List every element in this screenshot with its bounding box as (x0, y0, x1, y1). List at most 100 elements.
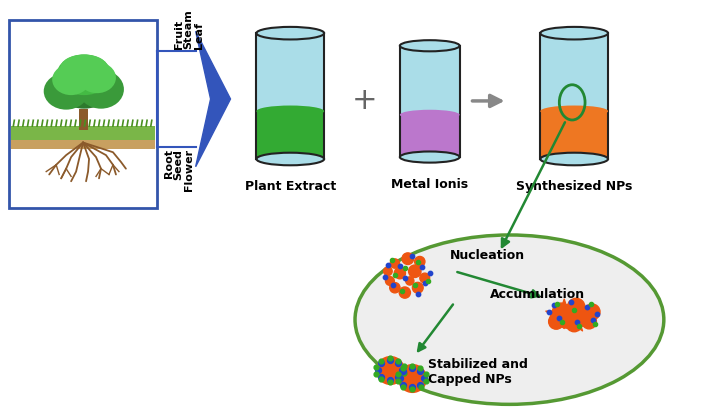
Point (409, 282, 421, 288)
Point (406, 384, 417, 391)
Point (555, 307, 567, 313)
Point (570, 304, 582, 311)
Point (589, 320, 601, 327)
Point (554, 318, 565, 325)
Point (565, 316, 577, 323)
Point (384, 278, 396, 284)
Text: Root: Root (164, 150, 174, 178)
Point (586, 301, 597, 308)
Point (384, 378, 396, 385)
Point (550, 318, 562, 325)
Point (375, 376, 387, 383)
Bar (256, 111, 324, 159)
Point (583, 313, 595, 320)
Point (384, 376, 396, 383)
Ellipse shape (53, 60, 115, 109)
Point (571, 318, 583, 325)
Point (406, 375, 417, 381)
Text: Nucleation: Nucleation (450, 249, 525, 262)
Point (581, 304, 593, 311)
Point (412, 285, 424, 291)
Point (370, 363, 381, 370)
Ellipse shape (52, 64, 90, 95)
Point (568, 307, 580, 313)
Ellipse shape (256, 27, 324, 40)
Point (394, 270, 406, 277)
Bar (540, 33, 608, 159)
Point (573, 307, 585, 313)
Point (587, 316, 599, 323)
Ellipse shape (256, 153, 324, 165)
Polygon shape (196, 31, 230, 167)
Point (402, 255, 414, 262)
Point (392, 378, 404, 385)
Ellipse shape (540, 153, 608, 165)
Point (393, 357, 404, 364)
Text: Synthesized NPs: Synthesized NPs (516, 180, 632, 193)
Bar (12, 140, 155, 150)
Point (382, 268, 393, 275)
Point (399, 363, 410, 370)
Point (424, 270, 435, 277)
Text: Metal Ionis: Metal Ionis (391, 178, 469, 191)
Text: Fruit: Fruit (174, 19, 183, 49)
Point (389, 285, 401, 291)
Bar (400, 115, 460, 157)
Point (370, 370, 381, 377)
Point (573, 323, 585, 330)
Text: Leaf: Leaf (193, 21, 204, 49)
Point (393, 360, 404, 366)
Point (384, 357, 396, 363)
Point (394, 263, 406, 270)
Point (412, 258, 424, 265)
Point (393, 376, 404, 382)
Point (396, 287, 408, 294)
Point (586, 309, 598, 315)
Point (558, 304, 570, 311)
Point (389, 272, 401, 278)
Bar (12, 126, 155, 140)
Point (399, 265, 411, 272)
Point (422, 278, 433, 284)
Point (382, 262, 393, 269)
Ellipse shape (44, 73, 89, 109)
Point (398, 368, 409, 374)
Point (379, 274, 391, 280)
Point (396, 367, 408, 373)
Point (404, 278, 416, 284)
Point (591, 311, 603, 317)
Point (415, 384, 427, 390)
Point (414, 258, 425, 265)
Bar (256, 33, 324, 159)
Point (578, 313, 589, 320)
Point (375, 357, 387, 364)
Point (414, 365, 426, 372)
Point (389, 260, 401, 267)
Point (583, 318, 595, 325)
Ellipse shape (400, 152, 460, 163)
Text: Steam: Steam (183, 9, 193, 49)
Ellipse shape (78, 70, 124, 109)
Bar (79, 109, 88, 130)
Point (571, 320, 583, 327)
Point (554, 314, 565, 321)
Text: Plant Extract: Plant Extract (245, 180, 336, 193)
Point (409, 268, 421, 275)
Point (397, 365, 409, 372)
Point (419, 280, 430, 286)
Ellipse shape (256, 105, 324, 117)
Point (549, 311, 560, 317)
Point (544, 309, 555, 315)
Point (412, 291, 424, 298)
Point (562, 316, 573, 323)
Point (384, 367, 396, 373)
Ellipse shape (78, 62, 116, 93)
Point (418, 375, 430, 381)
Text: Accumulation: Accumulation (490, 288, 585, 301)
Ellipse shape (355, 235, 664, 404)
Point (392, 371, 404, 377)
Point (393, 373, 404, 380)
Point (399, 289, 411, 296)
Point (394, 375, 406, 381)
Point (375, 360, 387, 366)
